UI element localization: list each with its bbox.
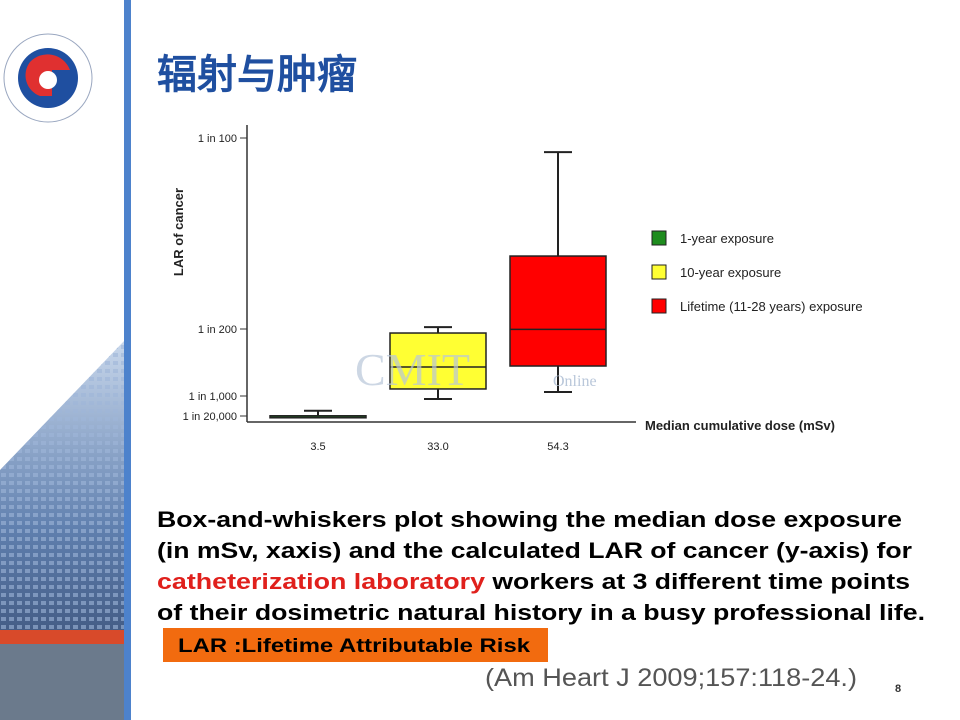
caption-line: Box-and-whiskers plot showing the median… bbox=[157, 507, 902, 532]
x-tick-label: 33.0 bbox=[427, 441, 448, 453]
x-axis-label: Median cumulative dose (mSv) bbox=[645, 418, 835, 433]
y-tick-label: 1 in 200 bbox=[198, 324, 237, 336]
watermark-sub: Online bbox=[553, 373, 597, 390]
x-tick-label: 3.5 bbox=[310, 441, 325, 453]
legend-label: 1-year exposure bbox=[680, 231, 774, 246]
caption: Box-and-whiskers plot showing the median… bbox=[157, 507, 925, 625]
chart: 1 in 20,000 1 in 1,000 1 in 200 1 in 100 LAR… bbox=[171, 125, 863, 453]
page-number: 8 bbox=[895, 683, 901, 695]
logo bbox=[3, 33, 93, 123]
legend-label: Lifetime (11-28 years) exposure bbox=[680, 299, 863, 314]
divider bbox=[124, 0, 131, 720]
legend-swatch bbox=[651, 298, 667, 314]
y-tick-label: 1 in 20,000 bbox=[183, 411, 237, 423]
caption-highlight: catheterization laboratory bbox=[157, 569, 486, 594]
y-axis-label: LAR of cancer bbox=[171, 188, 186, 276]
caption-line: catheterization laboratory workers at 3 … bbox=[157, 569, 910, 594]
legend-swatch bbox=[651, 264, 667, 280]
box bbox=[509, 255, 607, 367]
box bbox=[389, 332, 487, 390]
caption-text: workers at 3 different time points bbox=[485, 569, 910, 594]
watermark: CMIT bbox=[355, 344, 470, 395]
y-tick-label: 1 in 100 bbox=[198, 133, 237, 145]
note-box bbox=[163, 628, 548, 662]
slide-title: 辐射与肿瘤 bbox=[157, 53, 357, 97]
caption-line: (in mSv, xaxis) and the calculated LAR o… bbox=[157, 538, 913, 563]
legend-label: 10-year exposure bbox=[680, 265, 781, 280]
y-tick-label: 1 in 1,000 bbox=[189, 391, 237, 403]
caption-line: of their dosimetric natural history in a… bbox=[157, 600, 925, 625]
side-image bbox=[0, 340, 125, 720]
note: LAR :Lifetime Attributable Risk bbox=[178, 636, 531, 657]
legend-swatch bbox=[651, 230, 667, 246]
x-tick-label: 54.3 bbox=[547, 441, 568, 453]
citation: (Am Heart J 2009;157:118-24.) bbox=[485, 664, 857, 692]
